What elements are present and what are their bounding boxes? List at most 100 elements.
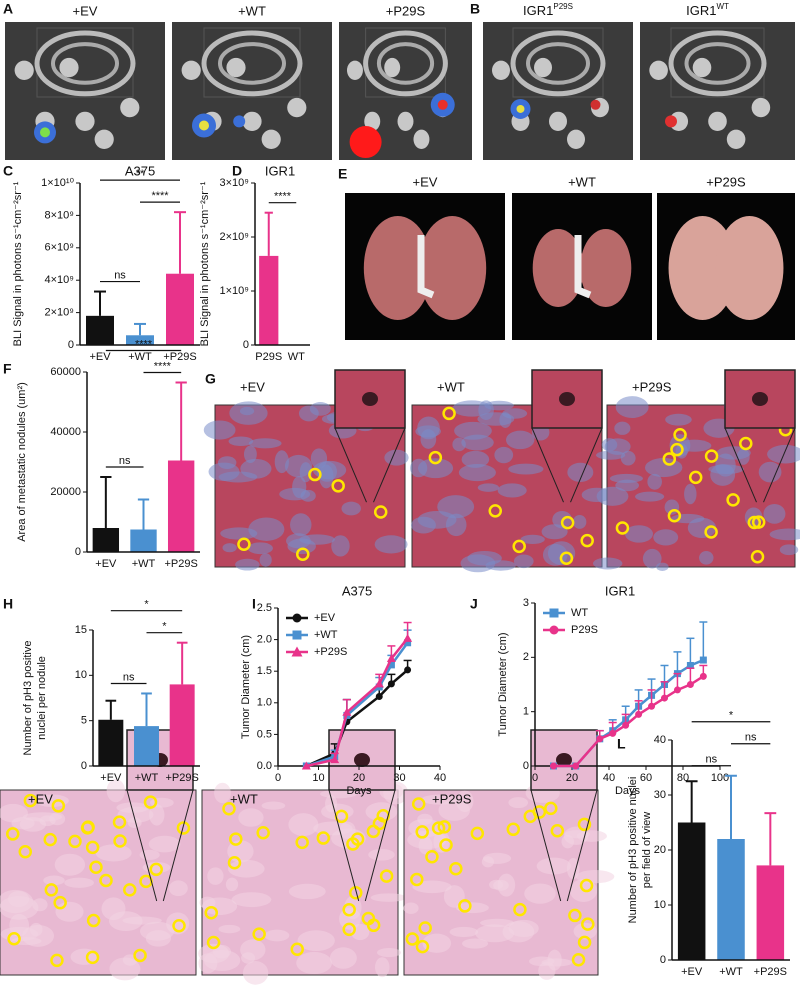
tissue (563, 826, 589, 845)
tissue (235, 558, 260, 571)
nucleus-marker (418, 921, 432, 935)
intestine (684, 42, 751, 85)
tissue (370, 893, 407, 902)
y-tick-label: 40 (654, 734, 666, 746)
x-tick-label: +WT (719, 966, 743, 978)
bli-spot (437, 99, 448, 110)
tissue (225, 877, 239, 892)
y-axis-label: Tumor Diameter (cm) (497, 632, 509, 736)
tissue (403, 902, 419, 914)
organ (649, 60, 668, 80)
image-caption: +P29S (706, 174, 746, 189)
significance-label: ns (123, 671, 135, 683)
panel-letter: E (338, 166, 347, 182)
nucleus-marker (571, 952, 586, 967)
tissue (460, 554, 496, 573)
tissue (231, 892, 272, 908)
nucleus-marker (227, 856, 242, 870)
organ (384, 57, 401, 78)
inset-line (531, 427, 564, 503)
series-line (306, 637, 409, 768)
tissue (240, 458, 272, 479)
nucleus-marker (577, 817, 592, 832)
nucleus-marker (295, 835, 309, 850)
bar (756, 865, 785, 960)
x-tick-label: +EV (95, 558, 117, 570)
nucleus-marker (68, 834, 82, 849)
organ (534, 57, 552, 78)
legend-label: WT (571, 607, 588, 619)
x-tick-label: 40 (434, 772, 446, 784)
significance-label: ** (136, 168, 145, 180)
nucleus-marker (6, 827, 20, 841)
tissue (417, 510, 457, 529)
x-tick-label: P29S (255, 351, 282, 363)
tissue (248, 517, 285, 541)
marker (292, 630, 302, 640)
lung-lobe (418, 216, 487, 320)
trachea (417, 235, 435, 299)
tissue (319, 464, 334, 489)
tissue (227, 859, 265, 878)
y-tick-label: 30 (654, 789, 666, 801)
organ (287, 97, 307, 118)
y-axis-label: Tumor Diameter (cm) (240, 635, 252, 739)
nucleus-marker (149, 862, 163, 877)
tissue (331, 535, 350, 557)
y-tick-label: 0 (660, 954, 666, 966)
tissue (417, 416, 440, 440)
nucleus-marker (222, 801, 236, 816)
inset-line (530, 789, 562, 902)
y-tick-label: 5 (81, 715, 87, 727)
y-tick-label: 10 (654, 899, 666, 911)
y-tick-label: 0 (81, 760, 87, 772)
marker (292, 613, 302, 623)
panel-letter: B (470, 1, 480, 17)
series-line (305, 668, 409, 768)
x-tick-label: 40 (603, 772, 615, 784)
tissue (55, 901, 84, 922)
nucleus-marker (23, 793, 38, 808)
nucleus-marker (415, 825, 429, 839)
marker (301, 761, 311, 770)
y-axis-label: Number of pH3 positive nuclei per nodule (22, 641, 48, 756)
tissue (477, 483, 500, 492)
tissue (620, 450, 636, 466)
nucleus-marker (581, 917, 595, 931)
y-tick-label: 60000 (50, 366, 81, 378)
nucleus-marker (112, 815, 127, 829)
y-tick-label: 1×10¹⁰ (41, 177, 74, 189)
bar (677, 822, 706, 960)
tissue (217, 456, 237, 469)
tissue (438, 799, 471, 821)
nucleus-marker (670, 442, 684, 457)
bli-spot (590, 99, 601, 110)
nucleus-marker (544, 801, 558, 816)
y-tick-label: 1.5 (257, 665, 272, 677)
significance-label: **** (274, 191, 292, 203)
tissue (198, 953, 218, 974)
tissue (635, 491, 665, 502)
nucleus-marker (673, 427, 687, 442)
x-tick-label: 0 (275, 772, 281, 784)
trachea (574, 235, 592, 299)
significance-label: **** (154, 360, 172, 372)
y-tick-label: 0 (523, 760, 529, 772)
significance-label: ns (119, 455, 131, 467)
marker (648, 702, 656, 710)
image-caption: +WT (230, 791, 258, 806)
marker (404, 666, 412, 674)
y-tick-label: 4×10⁹ (45, 274, 75, 286)
nucleus-marker (346, 837, 360, 851)
nucleus-marker (376, 808, 390, 823)
x-tick-label: +WT (132, 558, 156, 570)
tissue (117, 806, 154, 823)
inset-nucleus (556, 753, 572, 767)
lung-lobe (532, 229, 584, 307)
image-caption: +EV (28, 791, 53, 806)
bli-spot (233, 115, 246, 128)
organ (94, 129, 114, 149)
x-tick-label: +P29S (165, 772, 198, 784)
tissue (716, 446, 751, 460)
nucleus-marker (143, 795, 158, 809)
